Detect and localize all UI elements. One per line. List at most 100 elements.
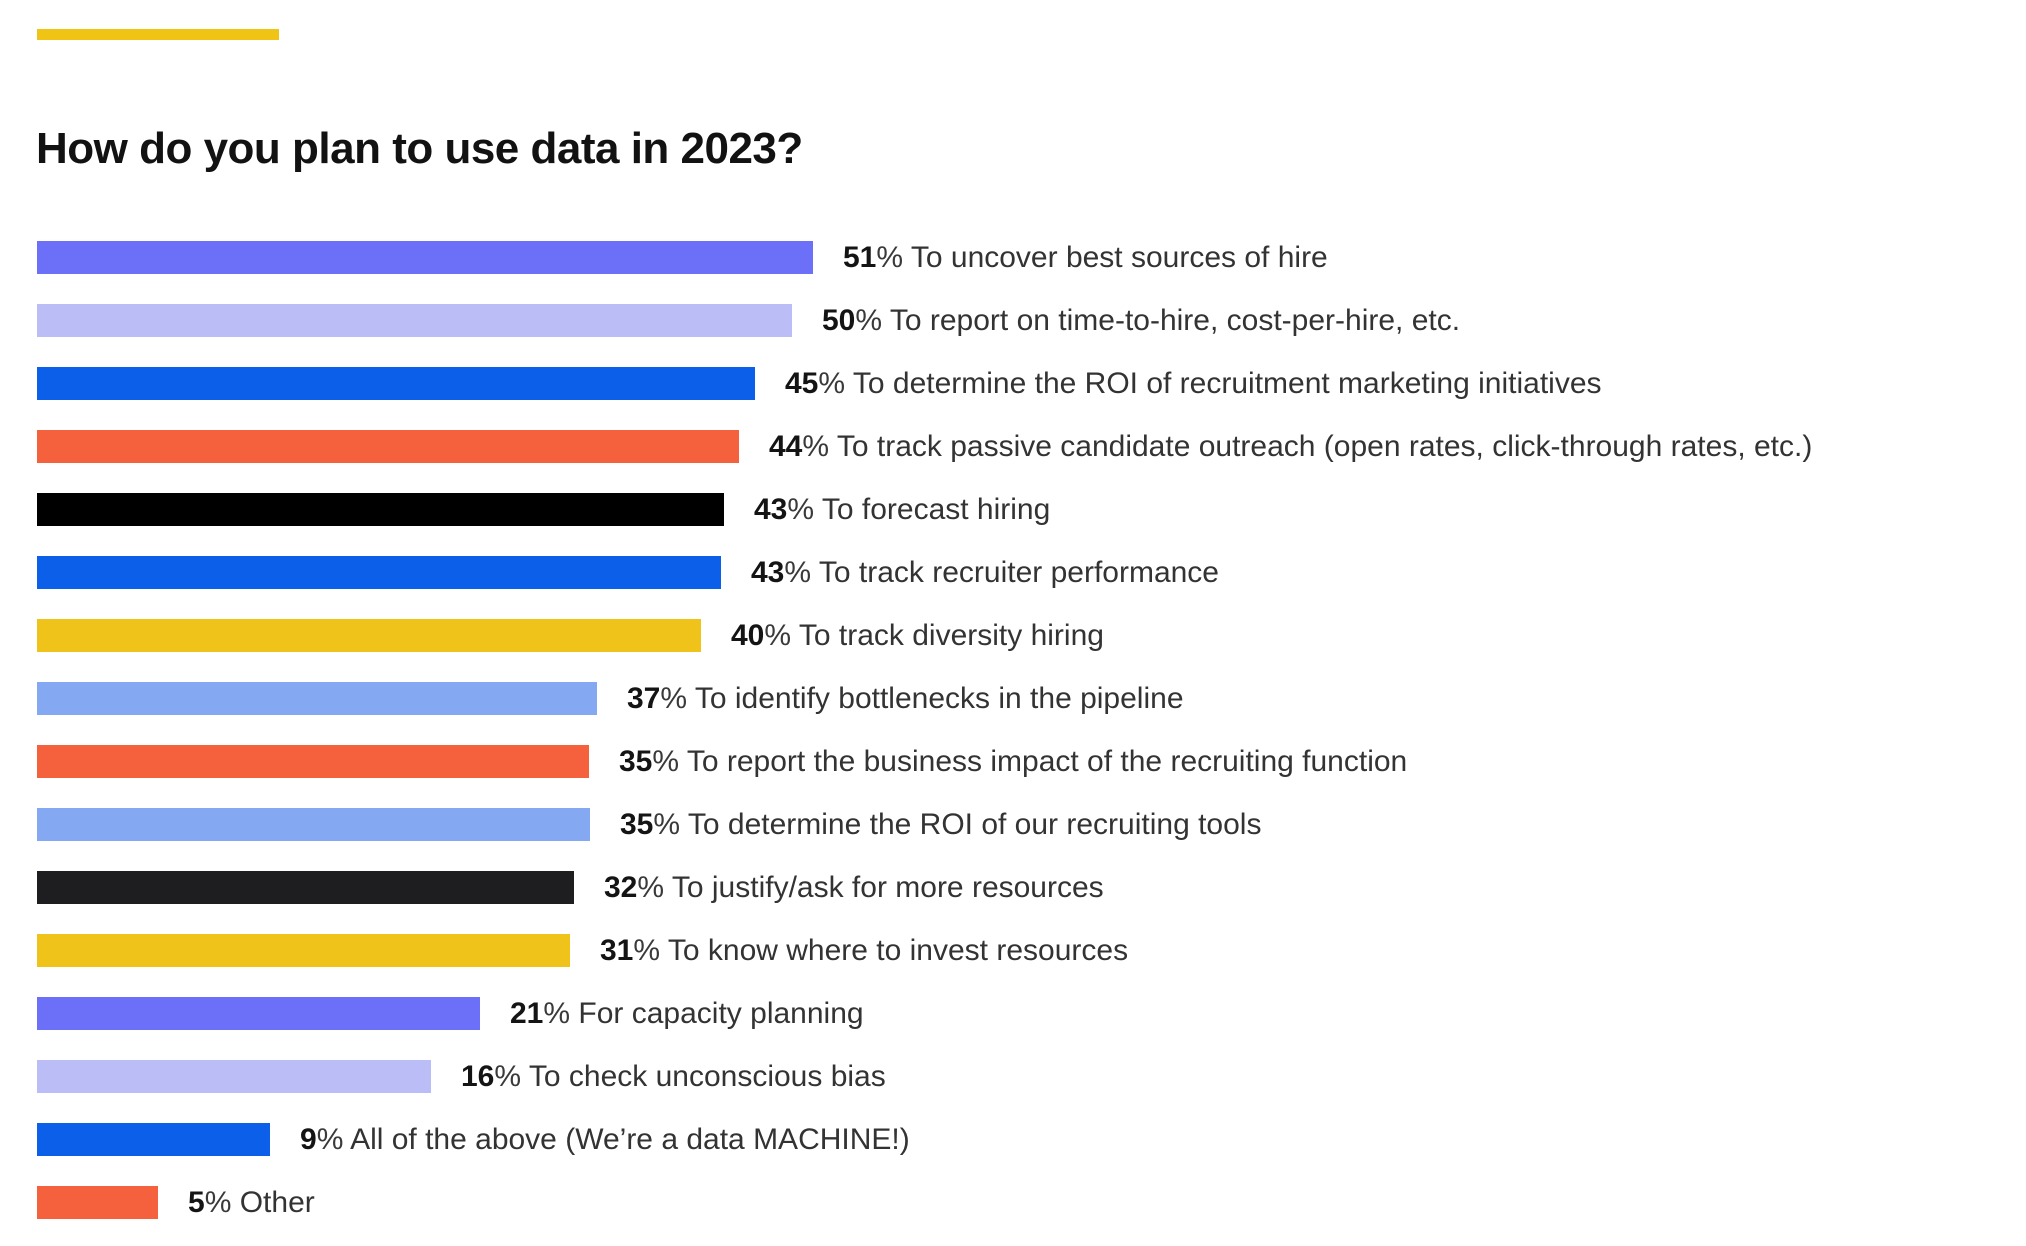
percent-sign: % bbox=[787, 493, 815, 526]
bar-category: To justify/ask for more resources bbox=[671, 871, 1104, 904]
percent-sign: % bbox=[653, 808, 681, 841]
bar-value: 51 bbox=[843, 241, 877, 274]
accent-bar bbox=[37, 29, 279, 40]
bar bbox=[37, 682, 597, 715]
bar-label: 35% To determine the ROI of our recruiti… bbox=[620, 808, 1261, 841]
percent-sign: % bbox=[633, 934, 661, 967]
percent-sign: % bbox=[652, 745, 680, 778]
bar-row: 40% To track diversity hiring bbox=[37, 619, 1812, 652]
bar-value: 43 bbox=[754, 493, 788, 526]
bar-label: 43% To track recruiter performance bbox=[751, 556, 1219, 589]
bar-label: 21% For capacity planning bbox=[510, 997, 864, 1030]
bar-label: 50% To report on time-to-hire, cost-per-… bbox=[822, 304, 1460, 337]
bar-category: To check unconscious bias bbox=[528, 1060, 886, 1093]
bar-row: 43% To forecast hiring bbox=[37, 493, 1812, 526]
bar-value: 35 bbox=[620, 808, 654, 841]
bar bbox=[37, 556, 721, 589]
bar-label: 31% To know where to invest resources bbox=[600, 934, 1128, 967]
bar bbox=[37, 1186, 158, 1219]
bar-row: 51% To uncover best sources of hire bbox=[37, 241, 1812, 274]
percent-sign: % bbox=[316, 1123, 344, 1156]
bar bbox=[37, 619, 701, 652]
bar-value: 32 bbox=[604, 871, 638, 904]
bar-label: 35% To report the business impact of the… bbox=[619, 745, 1407, 778]
bar-row: 16% To check unconscious bias bbox=[37, 1060, 1812, 1093]
bar bbox=[37, 430, 739, 463]
bar-category: To determine the ROI of our recruiting t… bbox=[687, 808, 1262, 841]
bar-value: 9 bbox=[300, 1123, 317, 1156]
bar-label: 9% All of the above (We’re a data MACHIN… bbox=[300, 1123, 910, 1156]
percent-sign: % bbox=[802, 430, 830, 463]
percent-sign: % bbox=[637, 871, 665, 904]
percent-sign: % bbox=[543, 997, 571, 1030]
bar-category: To know where to invest resources bbox=[667, 934, 1129, 967]
bar-row: 32% To justify/ask for more resources bbox=[37, 871, 1812, 904]
bar bbox=[37, 241, 813, 274]
bar-category: To identify bottlenecks in the pipeline bbox=[694, 682, 1184, 715]
bar-category: To track passive candidate outreach (ope… bbox=[836, 430, 1813, 463]
bar bbox=[37, 745, 589, 778]
percent-sign: % bbox=[818, 367, 846, 400]
percent-sign: % bbox=[660, 682, 688, 715]
bar bbox=[37, 997, 480, 1030]
bar bbox=[37, 304, 792, 337]
page-title: How do you plan to use data in 2023? bbox=[36, 124, 803, 174]
bar-label: 32% To justify/ask for more resources bbox=[604, 871, 1104, 904]
bar-value: 50 bbox=[822, 304, 856, 337]
bar-label: 16% To check unconscious bias bbox=[461, 1060, 886, 1093]
bar-row: 9% All of the above (We’re a data MACHIN… bbox=[37, 1123, 1812, 1156]
bar-label: 5% Other bbox=[188, 1186, 315, 1219]
bar-value: 21 bbox=[510, 997, 544, 1030]
bar-category: To report on time-to-hire, cost-per-hire… bbox=[889, 304, 1461, 337]
bar-label: 43% To forecast hiring bbox=[754, 493, 1050, 526]
bar-label: 45% To determine the ROI of recruitment … bbox=[785, 367, 1602, 400]
bar-row: 35% To report the business impact of the… bbox=[37, 745, 1812, 778]
bar-category: To determine the ROI of recruitment mark… bbox=[852, 367, 1602, 400]
bar-value: 16 bbox=[461, 1060, 495, 1093]
percent-sign: % bbox=[784, 556, 812, 589]
percent-sign: % bbox=[855, 304, 883, 337]
bar-label: 40% To track diversity hiring bbox=[731, 619, 1104, 652]
bar-row: 37% To identify bottlenecks in the pipel… bbox=[37, 682, 1812, 715]
bar-label: 51% To uncover best sources of hire bbox=[843, 241, 1328, 274]
bar-row: 45% To determine the ROI of recruitment … bbox=[37, 367, 1812, 400]
bar-row: 31% To know where to invest resources bbox=[37, 934, 1812, 967]
bar-row: 44% To track passive candidate outreach … bbox=[37, 430, 1812, 463]
bar-category: To report the business impact of the rec… bbox=[686, 745, 1408, 778]
bar-chart: 51% To uncover best sources of hire 50% … bbox=[37, 241, 1812, 1219]
bar-category: To track diversity hiring bbox=[798, 619, 1104, 652]
bar bbox=[37, 871, 574, 904]
bar-value: 5 bbox=[188, 1186, 205, 1219]
bar-category: To forecast hiring bbox=[821, 493, 1051, 526]
bar-category: Other bbox=[239, 1186, 315, 1219]
bar bbox=[37, 808, 590, 841]
bar-category: All of the above (We’re a data MACHINE!) bbox=[350, 1123, 910, 1156]
percent-sign: % bbox=[494, 1060, 522, 1093]
bar-category: To uncover best sources of hire bbox=[910, 241, 1328, 274]
bar bbox=[37, 493, 724, 526]
bar bbox=[37, 934, 570, 967]
bar-value: 43 bbox=[751, 556, 785, 589]
bar-category: To track recruiter performance bbox=[818, 556, 1219, 589]
bar-row: 43% To track recruiter performance bbox=[37, 556, 1812, 589]
bar-row: 5% Other bbox=[37, 1186, 1812, 1219]
bar bbox=[37, 1060, 431, 1093]
bar-label: 37% To identify bottlenecks in the pipel… bbox=[627, 682, 1184, 715]
percent-sign: % bbox=[876, 241, 904, 274]
bar-value: 31 bbox=[600, 934, 634, 967]
bar-value: 45 bbox=[785, 367, 819, 400]
bar-value: 35 bbox=[619, 745, 653, 778]
bar-row: 35% To determine the ROI of our recruiti… bbox=[37, 808, 1812, 841]
bar-category: For capacity planning bbox=[578, 997, 864, 1030]
percent-sign: % bbox=[764, 619, 792, 652]
bar-row: 50% To report on time-to-hire, cost-per-… bbox=[37, 304, 1812, 337]
bar-value: 40 bbox=[731, 619, 765, 652]
percent-sign: % bbox=[204, 1186, 232, 1219]
bar-row: 21% For capacity planning bbox=[37, 997, 1812, 1030]
bar bbox=[37, 367, 755, 400]
bar bbox=[37, 1123, 270, 1156]
bar-label: 44% To track passive candidate outreach … bbox=[769, 430, 1812, 463]
bar-value: 44 bbox=[769, 430, 803, 463]
bar-value: 37 bbox=[627, 682, 661, 715]
